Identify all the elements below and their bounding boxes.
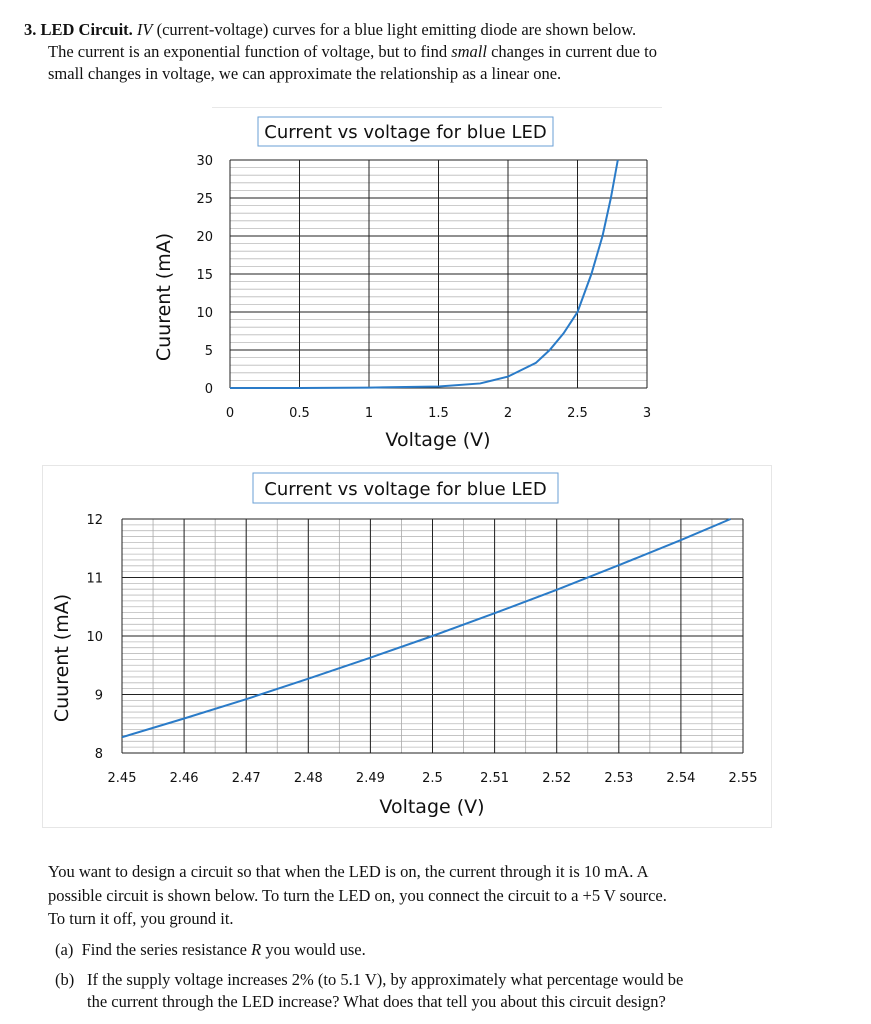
var-r: R xyxy=(251,940,262,959)
problem-intro: 3. LED Circuit. IV (current-voltage) cur… xyxy=(24,19,636,42)
chart-2-frame xyxy=(42,465,772,828)
problem-number: 3. xyxy=(24,20,37,39)
y-tick-label: 25 xyxy=(196,192,213,207)
y-tick-label: 11 xyxy=(86,572,103,587)
x-tick-label: 2.54 xyxy=(666,771,695,786)
chart-title-box xyxy=(252,472,559,504)
x-tick-label: 1 xyxy=(365,406,373,421)
x-tick-label: 2 xyxy=(504,406,512,421)
part-b-line-2: the current through the LED increase? Wh… xyxy=(87,992,666,1011)
series-line xyxy=(121,518,731,739)
y-tick-label: 15 xyxy=(196,268,213,283)
y-tick-label: 8 xyxy=(95,747,103,762)
y-tick-label: 0 xyxy=(205,382,213,397)
intro-line-2: The current is an exponential function o… xyxy=(48,41,657,64)
emphasis: small xyxy=(451,42,487,61)
intro-line-3: small changes in voltage, we can approxi… xyxy=(48,64,562,83)
y-axis-label: Cuurent (mA) xyxy=(153,233,175,361)
intro-line-1: (current-voltage) curves for a blue ligh… xyxy=(156,20,637,39)
body-line-3: To turn it off, you ground it. xyxy=(48,909,234,928)
x-tick-label: 0.5 xyxy=(289,406,310,421)
x-tick-label: 2.52 xyxy=(542,771,571,786)
body-line-1: You want to design a circuit so that whe… xyxy=(48,862,649,881)
chart-title: Current vs voltage for blue LED xyxy=(264,122,546,143)
part-b-label: (b) xyxy=(55,970,75,989)
x-tick-label: 2.5 xyxy=(567,406,588,421)
x-tick-label: 3 xyxy=(643,406,651,421)
part-a-label: (a) xyxy=(55,940,74,959)
x-tick-label: 2.55 xyxy=(729,771,758,786)
x-tick-label: 2.51 xyxy=(480,771,509,786)
iv-term: IV xyxy=(136,20,153,39)
y-axis-label: Cuurent (mA) xyxy=(51,594,73,722)
x-axis-label: Voltage (V) xyxy=(385,429,490,451)
text: changes in current due to xyxy=(486,42,657,61)
series-line xyxy=(230,159,619,389)
x-tick-label: 2.53 xyxy=(604,771,633,786)
problem-title: LED Circuit. xyxy=(40,20,133,39)
text: Find the series resistance xyxy=(81,940,252,959)
body-line-2: possible circuit is shown below. To turn… xyxy=(48,886,667,905)
y-tick-label: 9 xyxy=(95,689,103,704)
part-a: (a) Find the series resistance R you wou… xyxy=(55,939,366,962)
x-tick-label: 2.5 xyxy=(422,771,443,786)
x-tick-label: 2.48 xyxy=(294,771,323,786)
x-tick-label: 2.45 xyxy=(108,771,137,786)
text: you would use. xyxy=(261,940,366,959)
x-tick-label: 2.46 xyxy=(170,771,199,786)
y-tick-label: 10 xyxy=(86,630,103,645)
y-tick-label: 12 xyxy=(86,513,103,528)
y-tick-label: 5 xyxy=(205,344,213,359)
part-b-line-1: If the supply voltage increases 2% (to 5… xyxy=(87,970,684,989)
x-tick-label: 2.47 xyxy=(232,771,261,786)
x-tick-label: 1.5 xyxy=(428,406,449,421)
y-tick-label: 10 xyxy=(196,306,213,321)
chart-title-box xyxy=(257,116,554,147)
x-tick-label: 0 xyxy=(226,406,234,421)
x-axis-label: Voltage (V) xyxy=(379,796,484,818)
divider xyxy=(212,107,662,108)
y-tick-label: 20 xyxy=(196,230,213,245)
text: The current is an exponential function o… xyxy=(48,42,452,61)
chart-title: Current vs voltage for blue LED xyxy=(264,479,546,500)
y-tick-label: 30 xyxy=(196,154,213,169)
x-tick-label: 2.49 xyxy=(356,771,385,786)
